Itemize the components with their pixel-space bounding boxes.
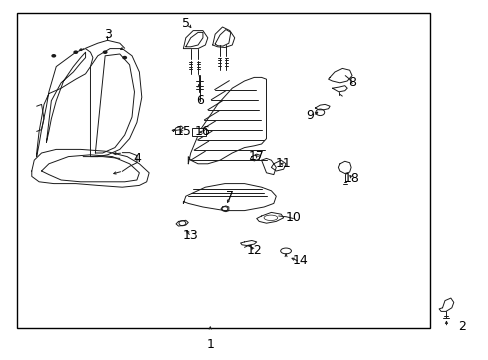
Circle shape — [73, 50, 78, 54]
Text: 15: 15 — [175, 125, 191, 138]
Text: 8: 8 — [347, 76, 355, 89]
Text: 9: 9 — [306, 109, 314, 122]
Text: 13: 13 — [183, 229, 198, 242]
Circle shape — [51, 54, 56, 58]
Text: 4: 4 — [133, 152, 141, 165]
Text: 17: 17 — [248, 150, 264, 163]
Text: 1: 1 — [206, 338, 214, 351]
Text: 16: 16 — [195, 125, 210, 138]
Text: 18: 18 — [344, 172, 359, 185]
Ellipse shape — [280, 248, 291, 254]
Circle shape — [122, 56, 127, 59]
Text: 12: 12 — [246, 244, 262, 257]
Ellipse shape — [264, 215, 277, 220]
Text: 7: 7 — [225, 190, 233, 203]
Bar — [17, 13, 429, 328]
Circle shape — [102, 50, 107, 54]
Text: 14: 14 — [292, 255, 308, 267]
Text: 5: 5 — [182, 17, 189, 30]
Text: 10: 10 — [285, 211, 301, 224]
Text: 2: 2 — [457, 320, 465, 333]
Text: 11: 11 — [275, 157, 291, 170]
Text: 6: 6 — [196, 94, 204, 107]
Text: 3: 3 — [103, 28, 111, 41]
Bar — [192, 128, 205, 136]
